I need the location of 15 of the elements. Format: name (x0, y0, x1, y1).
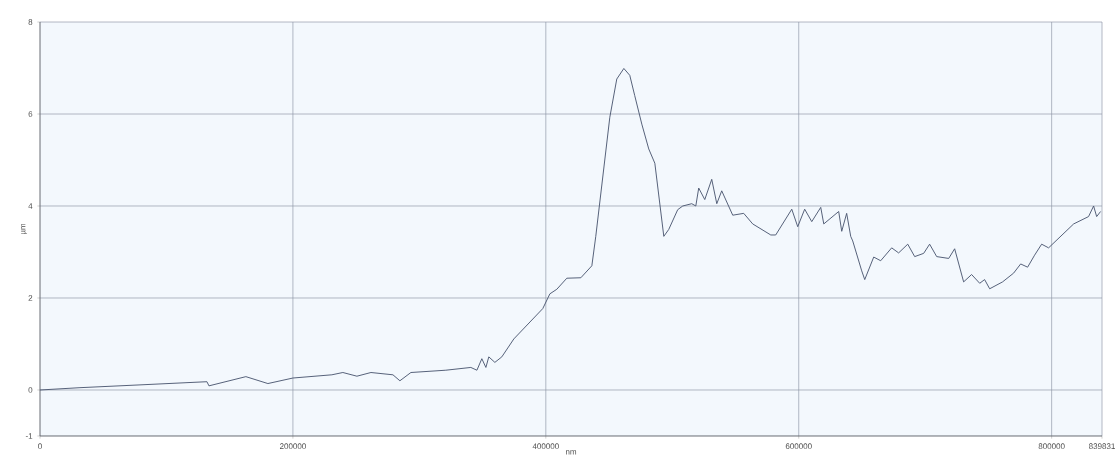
x-axis-title: nm (565, 450, 577, 455)
x-tick-label: 200000 (279, 443, 306, 450)
y-tick-label: 0 (28, 387, 33, 393)
y-tick-label: 6 (28, 111, 33, 117)
y-tick-label: -1 (25, 433, 33, 439)
x-tick-label: 0 (38, 443, 42, 450)
x-tick-label: 400000 (532, 443, 559, 450)
y-tick-label: 4 (28, 203, 33, 209)
x-tick-label: 600000 (785, 443, 812, 450)
y-tick-label: 2 (28, 295, 33, 301)
y-tick-label: 8 (28, 19, 33, 25)
x-tick-label: 800000 (1038, 443, 1065, 450)
x-tick-label: 839831 (1089, 443, 1115, 450)
line-series (39, 67, 1102, 391)
y-axis-title: µm (21, 223, 28, 235)
